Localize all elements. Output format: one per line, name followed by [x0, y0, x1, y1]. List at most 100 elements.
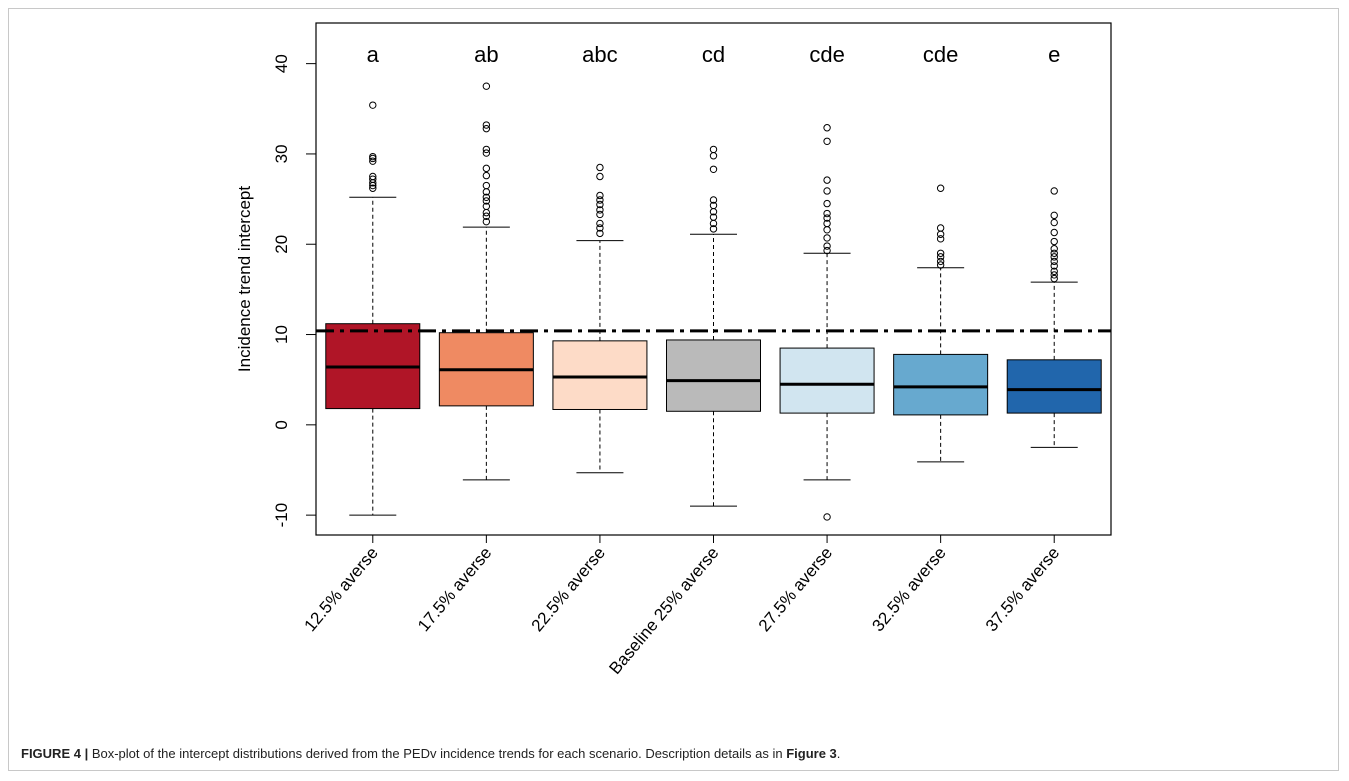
outlier-point	[936, 257, 945, 266]
x-tick-label: 12.5% averse	[300, 543, 381, 635]
box-iqr	[893, 353, 989, 416]
group-letter: cde	[923, 42, 958, 67]
y-tick-label: 20	[272, 235, 291, 254]
outlier-point	[369, 175, 377, 183]
box-iqr	[779, 347, 875, 414]
box-iqr	[552, 340, 648, 410]
outlier-point	[709, 145, 718, 154]
outlier-point	[1050, 237, 1058, 246]
figure-caption: FIGURE 4 | Box-plot of the intercept dis…	[21, 746, 840, 761]
outlier-point	[369, 184, 377, 192]
outlier-point	[482, 149, 491, 157]
outlier-point	[823, 124, 831, 132]
y-tick-label: -10	[272, 503, 291, 528]
outlier-point	[823, 246, 831, 255]
outlier-point	[709, 165, 718, 173]
outlier-point	[596, 210, 604, 219]
outlier-point	[1050, 267, 1058, 276]
outlier-point	[1050, 228, 1058, 237]
y-tick-label: 40	[272, 54, 291, 73]
caption-label: FIGURE 4 |	[21, 746, 89, 761]
outlier-point	[596, 196, 604, 204]
box-4	[666, 145, 761, 507]
outlier-point	[482, 212, 491, 220]
y-tick-label: 10	[272, 325, 291, 344]
outlier-point	[1050, 245, 1058, 253]
outlier-point	[596, 191, 604, 200]
outlier-point	[1050, 271, 1058, 279]
box-iqr	[1006, 359, 1102, 414]
group-letter: cde	[809, 42, 844, 67]
box-6	[893, 184, 989, 463]
outlier-point	[482, 181, 491, 190]
x-tick-label: 27.5% averse	[755, 543, 836, 635]
x-tick-label: 22.5% averse	[528, 543, 609, 635]
box-5	[779, 124, 875, 521]
x-tick-labels-layer: 12.5% averse 17.5% averse 22.5% averseBase…	[300, 535, 1063, 678]
box-plot-chart: Incidence trend intercept -10 0 10 20 30 40 a…	[235, 22, 1112, 678]
outlier-point	[1050, 187, 1058, 195]
caption-figure-ref[interactable]: Figure 3	[786, 746, 837, 761]
outlier-point	[1050, 257, 1058, 266]
box-iqr	[666, 339, 761, 412]
box-7	[1006, 187, 1102, 448]
outlier-point	[482, 193, 491, 201]
caption-end: .	[836, 746, 841, 761]
outlier-point	[482, 82, 491, 90]
x-tick-label: Baseline 25% averse	[605, 543, 722, 678]
outlier-point	[1050, 211, 1058, 220]
y-axis: -10 0 10 20 30 40	[272, 54, 317, 528]
caption-text: Box-plot of the intercept distributions …	[88, 746, 787, 761]
outlier-point	[369, 157, 377, 165]
outlier-point	[709, 201, 718, 210]
outlier-point	[596, 163, 604, 172]
group-letters-layer: a ab abc cd cde cde e	[367, 42, 1061, 67]
outlier-point	[596, 206, 604, 214]
outlier-point	[596, 200, 604, 209]
outlier-point	[482, 217, 491, 226]
outlier-point	[823, 226, 831, 234]
x-tick-label: 32.5% averse	[868, 543, 949, 635]
group-letter: e	[1048, 42, 1060, 67]
outlier-point	[482, 145, 491, 154]
outlier-point	[709, 213, 718, 221]
outlier-point	[936, 249, 945, 257]
outlier-point	[709, 196, 718, 204]
outlier-point	[936, 261, 945, 269]
outlier-point	[823, 176, 831, 184]
outlier-point	[369, 152, 377, 161]
outlier-point	[823, 242, 831, 250]
group-letter: abc	[582, 42, 617, 67]
outlier-point	[482, 164, 491, 173]
group-letter: a	[367, 42, 380, 67]
outlier-point	[936, 235, 945, 243]
y-tick-label: 30	[272, 144, 291, 163]
outlier-point	[823, 214, 831, 222]
outlier-point	[823, 137, 831, 145]
outlier-point	[1050, 218, 1058, 227]
x-tick-label: 37.5% averse	[982, 543, 1063, 635]
outlier-point	[823, 199, 831, 208]
outlier-point	[709, 152, 718, 160]
outlier-point	[936, 230, 945, 239]
outlier-point	[823, 219, 831, 228]
outlier-point	[596, 229, 604, 238]
outlier-point	[823, 234, 831, 242]
outlier-point	[482, 202, 491, 211]
outlier-point	[1050, 249, 1058, 257]
y-axis-label: Incidence trend intercept	[235, 186, 254, 372]
outlier-point	[369, 172, 377, 181]
boxes-layer	[325, 82, 1102, 521]
outlier-point	[482, 124, 491, 133]
box-2	[438, 82, 534, 481]
outlier-point	[823, 513, 831, 521]
outlier-point	[369, 101, 377, 109]
outlier-point	[823, 187, 831, 195]
outlier-point	[596, 224, 604, 232]
outlier-point	[1050, 262, 1058, 270]
outlier-point	[482, 197, 491, 205]
outlier-point	[709, 225, 718, 233]
outlier-point	[596, 172, 604, 181]
group-letter: cd	[702, 42, 725, 67]
group-letter: ab	[474, 42, 498, 67]
